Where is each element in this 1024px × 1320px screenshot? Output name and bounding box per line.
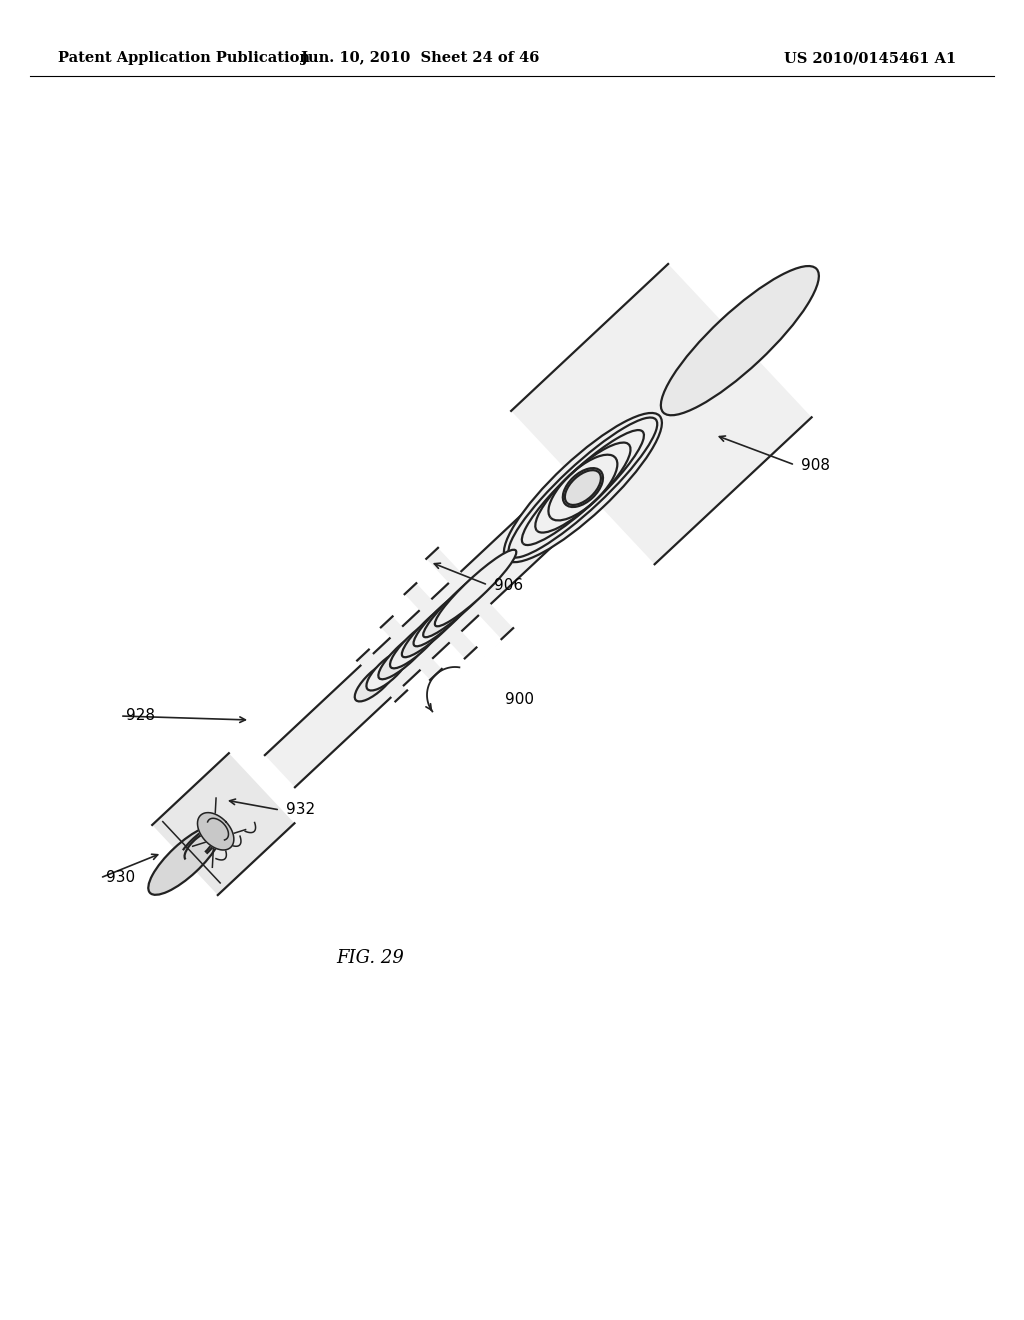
- Ellipse shape: [378, 628, 433, 680]
- Polygon shape: [381, 616, 441, 680]
- Ellipse shape: [148, 825, 222, 895]
- Polygon shape: [426, 548, 513, 639]
- Ellipse shape: [367, 649, 410, 690]
- Ellipse shape: [414, 585, 479, 647]
- Ellipse shape: [390, 616, 444, 668]
- Text: 932: 932: [286, 803, 315, 817]
- Ellipse shape: [401, 595, 468, 657]
- Polygon shape: [511, 264, 812, 564]
- Text: FIG. 29: FIG. 29: [336, 949, 403, 968]
- Ellipse shape: [354, 660, 398, 701]
- Ellipse shape: [565, 470, 601, 506]
- Ellipse shape: [563, 469, 603, 507]
- Polygon shape: [404, 583, 476, 659]
- Ellipse shape: [660, 267, 819, 416]
- Text: 930: 930: [106, 870, 135, 886]
- Ellipse shape: [423, 561, 505, 638]
- Text: 908: 908: [801, 458, 830, 473]
- Text: 900: 900: [505, 693, 534, 708]
- Text: US 2010/0145461 A1: US 2010/0145461 A1: [784, 51, 956, 65]
- Polygon shape: [357, 649, 408, 701]
- Text: Jun. 10, 2010  Sheet 24 of 46: Jun. 10, 2010 Sheet 24 of 46: [301, 51, 540, 65]
- Text: 906: 906: [494, 578, 523, 593]
- Polygon shape: [198, 813, 233, 850]
- Ellipse shape: [435, 549, 516, 626]
- Text: 928: 928: [126, 709, 155, 723]
- Text: Patent Application Publication: Patent Application Publication: [58, 51, 310, 65]
- Polygon shape: [153, 754, 295, 895]
- Ellipse shape: [504, 413, 662, 562]
- Polygon shape: [265, 471, 598, 787]
